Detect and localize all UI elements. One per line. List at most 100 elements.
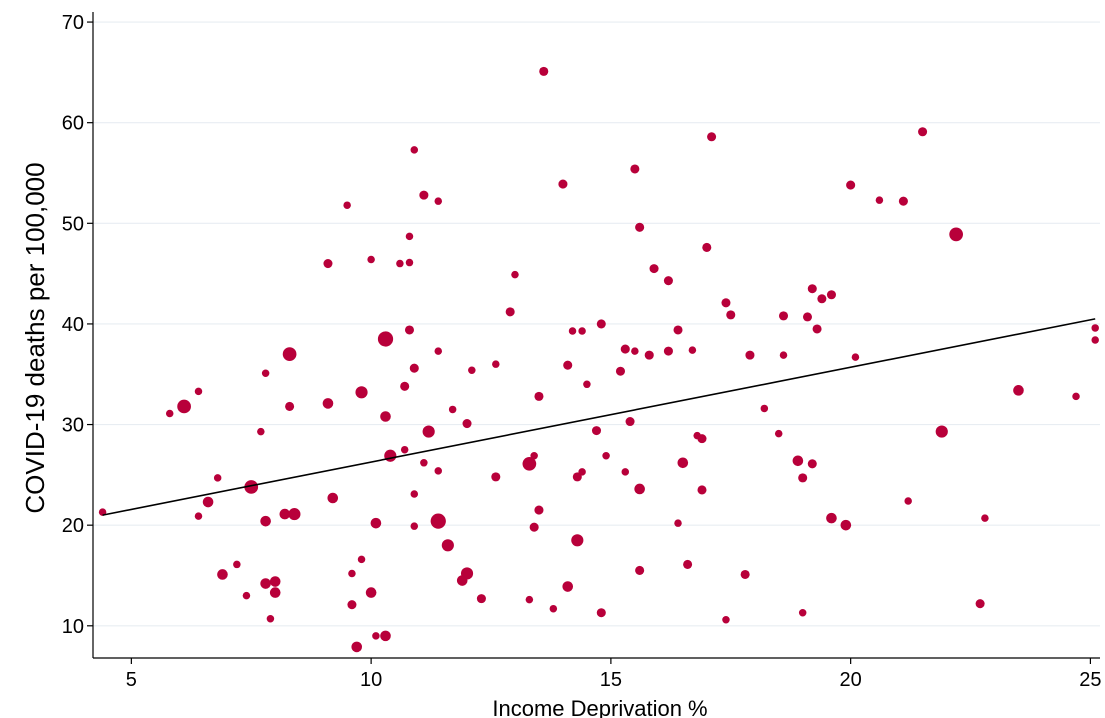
data-point (409, 363, 419, 373)
data-point (707, 132, 717, 142)
data-point (534, 391, 544, 401)
data-point (898, 196, 908, 206)
data-point (400, 445, 409, 454)
data-point (430, 513, 446, 529)
data-point (635, 565, 645, 575)
data-point (323, 259, 333, 269)
data-point (410, 146, 419, 154)
data-point (935, 425, 948, 438)
x-tick-label: 15 (600, 669, 622, 691)
data-point (194, 512, 203, 520)
data-point (846, 180, 856, 190)
data-point (792, 455, 804, 467)
data-point (405, 232, 414, 241)
data-point (851, 353, 860, 361)
data-point (266, 615, 275, 623)
data-point (802, 312, 813, 322)
x-axis-title: Income Deprivation % (492, 696, 707, 718)
y-tick-label: 10 (62, 616, 84, 638)
data-point (683, 559, 693, 569)
y-tick-label: 60 (62, 113, 84, 135)
data-point (778, 311, 789, 321)
data-point (367, 255, 375, 264)
data-point (468, 366, 476, 374)
data-point (279, 508, 291, 520)
data-point (918, 127, 928, 137)
data-point (583, 380, 591, 389)
data-point (434, 347, 443, 355)
data-point (534, 505, 544, 515)
data-point (697, 434, 707, 444)
data-point (491, 472, 501, 482)
data-point (549, 604, 558, 613)
data-point (563, 360, 573, 370)
data-point (673, 325, 683, 335)
data-point (322, 398, 334, 409)
data-point (826, 512, 837, 524)
data-point (840, 519, 852, 531)
data-point (434, 197, 443, 205)
data-point (726, 310, 736, 320)
data-point (434, 467, 443, 475)
data-point (975, 599, 985, 609)
data-point (233, 560, 241, 569)
data-point (217, 569, 228, 580)
data-point (343, 201, 351, 209)
data-point (539, 66, 549, 76)
data-point (525, 595, 534, 604)
data-point (384, 449, 397, 462)
data-point (269, 576, 281, 587)
y-axis-ticks: 10 20 30 40 50 60 70 (62, 12, 93, 638)
data-point (285, 401, 295, 411)
data-point (981, 514, 989, 522)
data-point (817, 294, 827, 304)
data-point (625, 417, 635, 427)
data-point (558, 179, 568, 189)
data-point (355, 386, 368, 399)
data-point (630, 164, 640, 174)
data-point (591, 426, 602, 436)
data-point (779, 351, 788, 359)
data-point (634, 483, 645, 495)
data-point (261, 369, 270, 377)
data-point (448, 405, 457, 414)
data-point (422, 425, 435, 438)
data-point (462, 419, 472, 429)
y-tick-label: 70 (62, 12, 84, 34)
data-point (419, 190, 429, 200)
data-point (572, 472, 582, 482)
data-point (578, 468, 586, 476)
data-point (400, 381, 410, 391)
data-point (745, 350, 755, 360)
data-point (740, 569, 750, 580)
data-point (505, 307, 515, 317)
data-point (410, 522, 419, 530)
data-point (347, 600, 357, 610)
data-point (244, 480, 259, 494)
data-point (875, 196, 884, 204)
data-point (257, 427, 265, 436)
data-point (372, 632, 380, 640)
data-point (396, 259, 404, 268)
data-point (511, 270, 519, 279)
data-point (826, 290, 836, 300)
data-point (165, 409, 174, 418)
data-point (798, 608, 807, 617)
data-point (530, 451, 538, 460)
data-point (578, 327, 586, 335)
data-point (722, 616, 730, 624)
data-point (798, 473, 808, 483)
data-point (441, 539, 454, 552)
data-point (522, 456, 537, 471)
data-point (807, 459, 817, 469)
x-axis-ticks: 5 10 15 20 25 (126, 658, 1102, 691)
data-point (620, 344, 630, 354)
data-point (351, 641, 363, 653)
data-point (380, 411, 391, 422)
x-tick-label: 10 (360, 669, 382, 691)
data-point (492, 360, 500, 368)
data-point (596, 319, 606, 329)
data-point (405, 258, 414, 267)
y-tick-label: 30 (62, 415, 84, 437)
data-point (949, 227, 963, 242)
